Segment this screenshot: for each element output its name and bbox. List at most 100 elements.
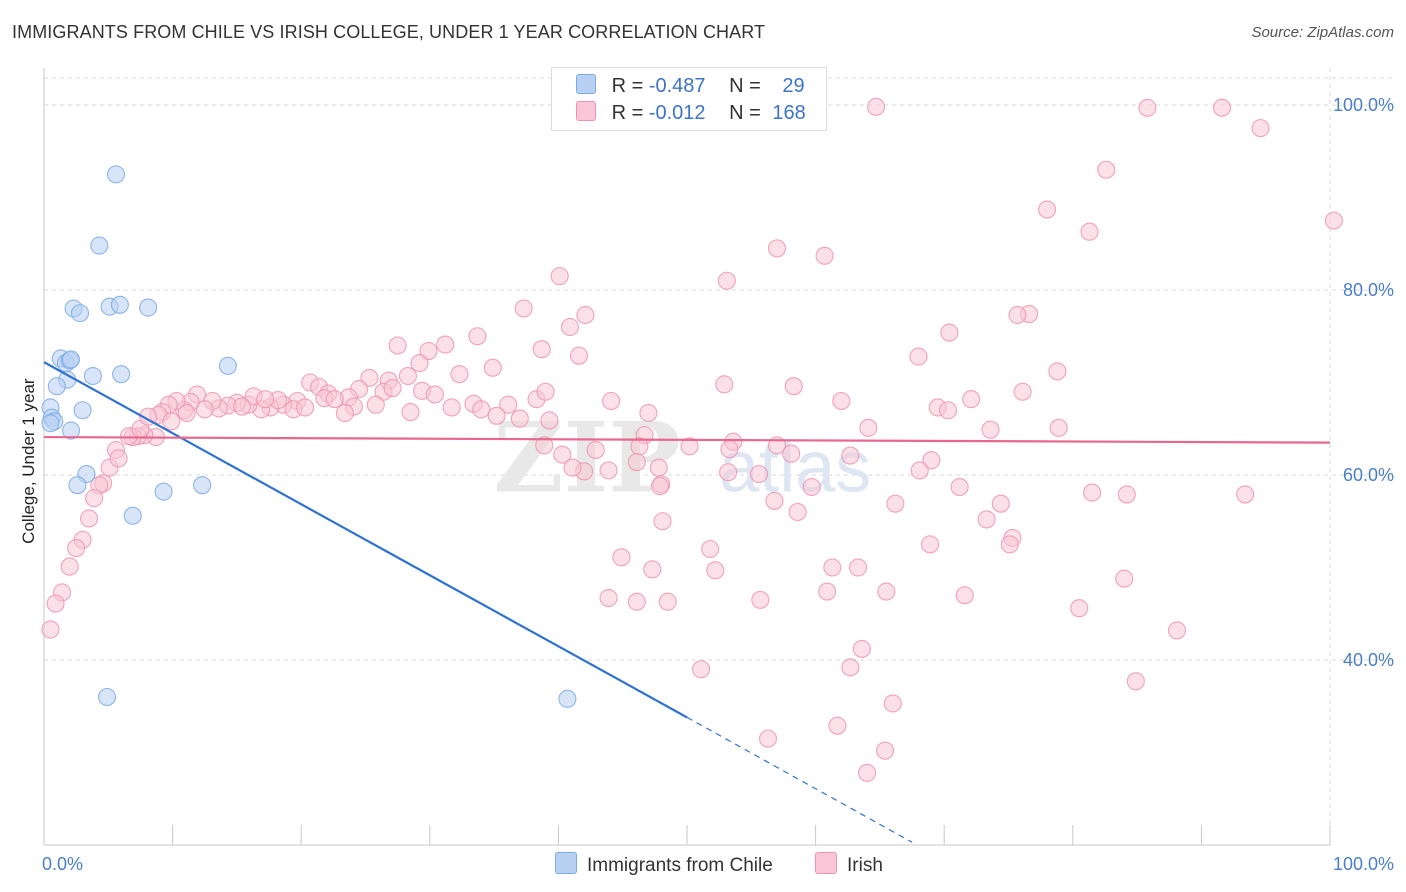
irish-point — [886, 494, 905, 513]
irish-point — [85, 489, 104, 508]
irish-point — [841, 658, 860, 677]
chile-point — [97, 687, 117, 707]
irish-point — [1167, 621, 1187, 640]
irish-point — [1080, 222, 1099, 241]
irish-point — [535, 436, 554, 455]
irish-point — [991, 494, 1010, 513]
irish-point — [296, 398, 315, 417]
irish-point — [1212, 98, 1232, 117]
legend-r-value: -0.012 — [648, 102, 706, 124]
chile-point — [61, 421, 81, 440]
irish-point — [1070, 599, 1089, 618]
irish-point — [256, 390, 275, 409]
legend-row-irish: R = -0.012 N = 168 — [576, 101, 806, 129]
irish-point — [612, 548, 631, 567]
irish-point — [784, 377, 803, 396]
irish-point — [1138, 98, 1157, 117]
irish-point — [109, 449, 128, 468]
irish-point — [841, 446, 860, 465]
irish-point — [627, 452, 646, 472]
irish-point — [599, 588, 618, 608]
irish-point — [436, 335, 455, 354]
legend-n-label: N = — [729, 75, 761, 97]
irish-point — [758, 729, 778, 748]
bottom-legend-chile: Immigrants from Chile — [555, 852, 773, 877]
irish-point — [1083, 483, 1102, 502]
irish-point — [1117, 485, 1136, 504]
irish-point — [717, 271, 736, 290]
irish-point — [232, 397, 252, 416]
irish-point — [576, 305, 595, 325]
irish-point — [1324, 211, 1343, 230]
chile-point — [41, 414, 60, 433]
irish-point — [366, 395, 385, 414]
irish-point — [383, 378, 402, 398]
irish-point — [325, 390, 344, 409]
legend-n-value: 29 — [782, 75, 805, 97]
irish-point — [719, 463, 738, 482]
chile-point — [112, 365, 131, 384]
irish-point — [1126, 672, 1145, 691]
bottom-legend-label-irish: Irish — [847, 855, 883, 876]
irish-point — [536, 382, 555, 401]
irish-point — [749, 465, 769, 484]
irish-point — [410, 354, 429, 373]
irish-point — [1000, 535, 1019, 554]
irish-point — [586, 440, 605, 460]
irish-point — [540, 411, 559, 430]
irish-point — [602, 391, 621, 411]
chile-point — [218, 356, 237, 375]
irish-point — [977, 510, 996, 529]
chile-point — [70, 304, 90, 323]
irish-point — [751, 590, 770, 609]
irish-point — [877, 582, 896, 601]
irish-point — [1008, 305, 1027, 325]
irish-point — [650, 477, 670, 496]
irish-point — [857, 763, 877, 782]
irish-point — [720, 440, 739, 459]
irish-point — [852, 639, 871, 658]
irish-point — [701, 539, 720, 559]
irish-point — [60, 557, 79, 576]
irish-point — [398, 366, 417, 386]
irish-point — [599, 461, 618, 480]
chile-point — [123, 506, 142, 525]
chile-trend-extension — [686, 716, 913, 843]
irish-point — [335, 403, 354, 423]
irish-point — [195, 400, 214, 419]
irish-point — [1115, 569, 1134, 588]
chile-point — [90, 236, 109, 255]
irish-point — [921, 535, 940, 554]
stats-legend: R = -0.487 N = 29 R = -0.012 N = 168 — [551, 67, 827, 131]
bottom-legend-swatch-irish — [815, 852, 837, 874]
chile-point — [154, 482, 173, 501]
chile-point — [106, 165, 126, 184]
chile-point — [61, 350, 81, 369]
irish-point — [510, 409, 529, 428]
irish-point — [487, 406, 506, 425]
irish-point — [569, 346, 589, 365]
irish-point — [950, 477, 969, 497]
irish-point — [1048, 362, 1067, 381]
irish-point — [866, 97, 886, 116]
irish-point — [388, 336, 407, 355]
irish-point — [419, 341, 438, 361]
legend-swatch-chile — [576, 74, 596, 94]
legend-n-label: N = — [729, 102, 761, 124]
irish-point — [955, 586, 974, 605]
irish-point — [940, 323, 959, 342]
irish-point — [922, 451, 941, 470]
irish-point — [41, 620, 60, 639]
chile-point — [68, 476, 87, 495]
irish-point — [832, 391, 851, 411]
legend-r-label: R = — [611, 75, 644, 97]
irish-point — [1251, 119, 1270, 138]
irish-point — [532, 340, 551, 359]
chile-trend-line — [43, 361, 688, 719]
chile-point — [558, 689, 577, 708]
bottom-legend-label-chile: Immigrants from Chile — [587, 855, 773, 876]
irish-point — [514, 299, 533, 318]
legend-row-chile: R = -0.487 N = 29 — [576, 74, 805, 102]
irish-point — [360, 368, 379, 387]
irish-point — [177, 403, 196, 423]
